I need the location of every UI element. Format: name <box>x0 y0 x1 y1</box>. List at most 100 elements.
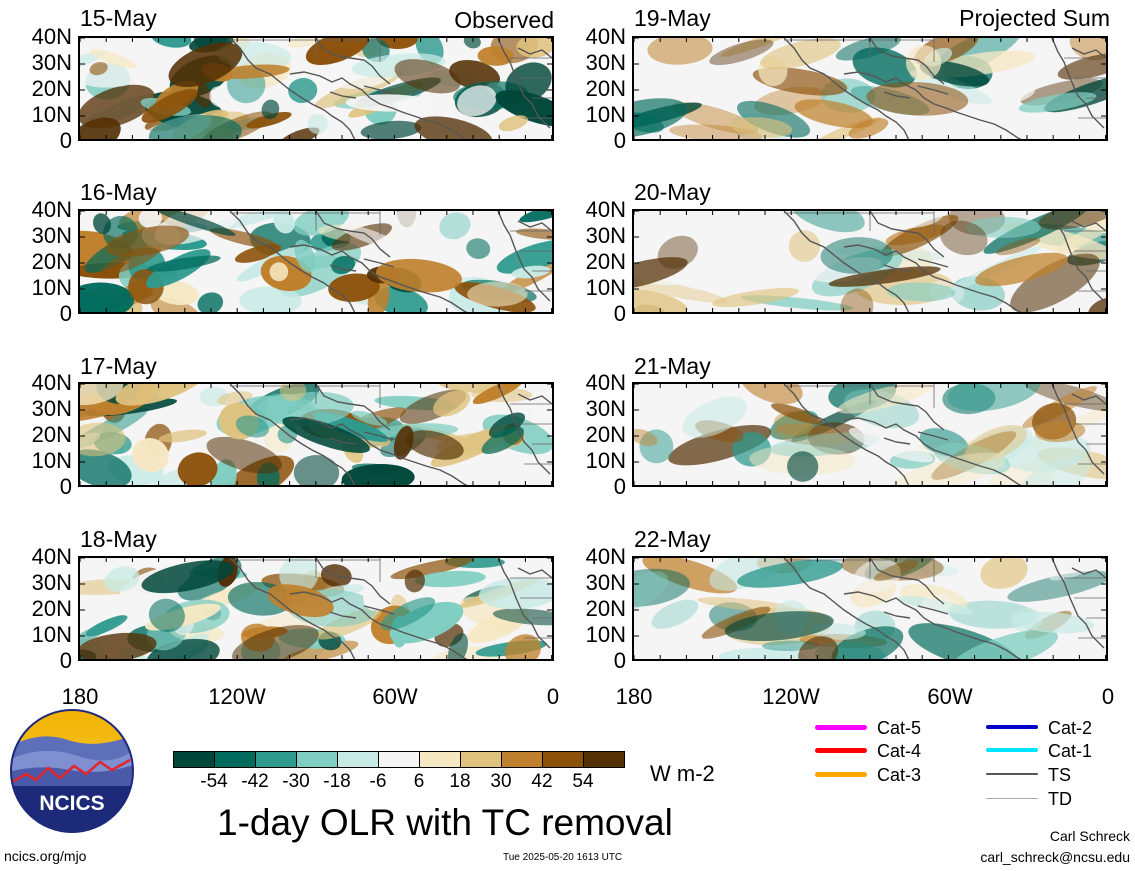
y-tick-label: 20N <box>31 249 72 274</box>
panel-date-15-may: 15-May <box>80 5 157 31</box>
y-tick-label: 40N <box>585 197 626 222</box>
y-tick-label: 40N <box>31 197 72 222</box>
y-tick-label: 0 <box>613 128 626 153</box>
x-tick-180-left: 180 <box>61 684 99 709</box>
colorbar-label: -6 <box>369 771 387 792</box>
legend-line <box>815 748 867 753</box>
y-tick-label: 40N <box>31 544 72 569</box>
legend-label: Cat-3 <box>877 765 922 785</box>
olr-map-22-may <box>632 556 1108 661</box>
footer-author: Carl Schreck <box>1049 828 1130 844</box>
y-tick-label: 10N <box>31 622 72 647</box>
footer-timestamp: Tue 2025-05-20 1613 UTC <box>503 852 623 863</box>
y-tick-label: 30N <box>31 570 72 595</box>
footer-url[interactable]: ncics.org/mjo <box>4 848 87 864</box>
observed-label: Observed <box>454 7 554 33</box>
olr-map-15-may <box>78 36 554 141</box>
y-tick-label: 0 <box>613 301 626 326</box>
footer-email[interactable]: carl_schreck@ncsu.edu <box>980 849 1130 865</box>
y-tick-label: 0 <box>59 648 72 673</box>
colorbar-swatch <box>583 751 625 768</box>
y-tick-label: 10N <box>585 622 626 647</box>
olr-map-16-may <box>78 209 554 314</box>
panel-date-20-may: 20-May <box>634 179 711 205</box>
y-tick-label: 30N <box>585 223 626 248</box>
legend-label: Cat-1 <box>1048 741 1093 761</box>
colorbar-label: -30 <box>282 771 310 792</box>
panel-date-21-may: 21-May <box>634 353 711 379</box>
x-tick-0-right: 0 <box>1101 684 1115 709</box>
legend-label: TD <box>1048 789 1072 809</box>
y-tick-label: 30N <box>31 223 72 248</box>
x-tick-180-right: 180 <box>615 684 653 709</box>
y-tick-label: 30N <box>31 50 72 75</box>
x-tick-120w-right: 120W <box>762 684 820 709</box>
panel-date-22-may: 22-May <box>634 526 711 552</box>
colorbar-label: 30 <box>490 771 512 792</box>
colorbar-swatch <box>378 751 420 768</box>
y-tick-label: 10N <box>31 448 72 473</box>
y-tick-label: 30N <box>585 396 626 421</box>
panel-date-17-may: 17-May <box>80 353 157 379</box>
logo-text: NCICS <box>39 792 104 815</box>
legend-label: Cat-5 <box>877 718 922 738</box>
colorbar-swatch <box>337 751 379 768</box>
colorbar-swatch <box>255 751 297 768</box>
legend-label: TS <box>1048 765 1072 785</box>
y-tick-label: 0 <box>59 301 72 326</box>
y-tick-label: 20N <box>31 596 72 621</box>
colorbar-swatch <box>460 751 502 768</box>
olr-map-18-may <box>78 556 554 661</box>
colorbar-swatch <box>419 751 461 768</box>
colorbar-swatch <box>296 751 338 768</box>
chart-title: 1-day OLR with TC removal <box>217 802 673 843</box>
colorbar-label: -42 <box>241 771 269 792</box>
y-tick-label: 0 <box>59 474 72 499</box>
y-tick-label: 30N <box>31 396 72 421</box>
colorbar-swatch <box>501 751 543 768</box>
olr-map-19-may <box>632 36 1108 141</box>
olr-map-20-may <box>632 209 1108 314</box>
y-tick-label: 10N <box>31 275 72 300</box>
y-tick-label: 30N <box>585 570 626 595</box>
y-tick-label: 10N <box>585 448 626 473</box>
colorbar-units: W m-2 <box>650 761 715 786</box>
y-tick-label: 10N <box>31 102 72 127</box>
y-tick-label: 40N <box>31 24 72 49</box>
x-tick-120w-left: 120W <box>208 684 266 709</box>
legend-label: Cat-4 <box>877 741 922 761</box>
colorbar-swatch <box>542 751 584 768</box>
panel-date-16-may: 16-May <box>80 179 157 205</box>
y-tick-label: 0 <box>59 128 72 153</box>
y-tick-label: 0 <box>613 474 626 499</box>
y-tick-label: 40N <box>31 370 72 395</box>
y-tick-label: 30N <box>585 50 626 75</box>
colorbar-label: -54 <box>200 771 228 792</box>
y-tick-label: 20N <box>585 76 626 101</box>
x-tick-60w-left: 60W <box>372 684 418 709</box>
colorbar-label: 42 <box>531 771 553 792</box>
legend-line <box>986 798 1038 799</box>
legend-line <box>986 773 1038 775</box>
olr-map-17-may <box>78 382 554 487</box>
ncics-logo: NCICS <box>10 709 134 833</box>
y-tick-label: 10N <box>585 275 626 300</box>
y-tick-label: 40N <box>585 370 626 395</box>
legend-line <box>986 748 1038 752</box>
y-tick-label: 40N <box>585 544 626 569</box>
colorbar-label: 18 <box>449 771 471 792</box>
y-tick-label: 20N <box>31 422 72 447</box>
y-tick-label: 20N <box>585 596 626 621</box>
colorbar-swatch <box>173 751 215 768</box>
legend-label: Cat-2 <box>1048 718 1093 738</box>
y-tick-label: 0 <box>613 648 626 673</box>
colorbar-swatch <box>214 751 256 768</box>
y-tick-label: 10N <box>585 102 626 127</box>
legend-line <box>815 725 867 730</box>
olr-map-21-may <box>632 382 1108 487</box>
panel-date-19-may: 19-May <box>634 5 711 31</box>
legend-line <box>986 725 1038 729</box>
colorbar-label: 6 <box>413 771 425 792</box>
y-tick-label: 20N <box>585 249 626 274</box>
y-tick-label: 20N <box>31 76 72 101</box>
